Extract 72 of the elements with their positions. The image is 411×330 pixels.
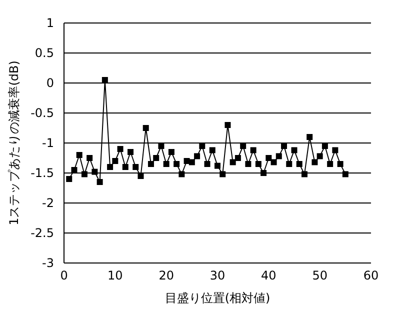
point xyxy=(142,125,149,131)
x-tick-label: 10 xyxy=(108,268,123,283)
point xyxy=(245,161,252,167)
point xyxy=(204,161,210,167)
y-tick-label: -1 xyxy=(42,136,54,150)
y-tick-label: -2 xyxy=(42,196,54,210)
y-tick-label: 1 xyxy=(46,16,54,30)
point xyxy=(168,149,174,155)
point xyxy=(327,161,334,167)
point xyxy=(132,164,139,170)
point xyxy=(301,171,308,178)
y-tick-label: 0 xyxy=(46,76,54,90)
point xyxy=(92,168,98,175)
x-tick-label: 0 xyxy=(60,268,68,283)
point xyxy=(260,170,267,176)
point xyxy=(276,153,282,160)
x-tick-label: 60 xyxy=(363,268,379,283)
point xyxy=(138,173,144,179)
point xyxy=(230,159,236,166)
point xyxy=(255,161,262,167)
point xyxy=(107,164,114,170)
point xyxy=(220,171,226,178)
point xyxy=(306,134,313,140)
point xyxy=(86,155,93,161)
point xyxy=(234,155,241,161)
point xyxy=(342,171,348,178)
point xyxy=(178,171,185,178)
point xyxy=(286,161,292,167)
point xyxy=(209,147,216,154)
y-tick-label: -0.5 xyxy=(30,106,54,120)
point xyxy=(122,164,128,170)
x-tick-label: 20 xyxy=(158,268,174,283)
point xyxy=(194,153,200,160)
x-tick-label: 30 xyxy=(210,268,226,283)
point xyxy=(102,77,108,83)
point xyxy=(117,146,124,152)
point xyxy=(128,149,134,155)
y-axis-title: 1ステップあたりの減衰率(dB) xyxy=(7,60,21,226)
point xyxy=(266,155,272,161)
x-tick-label: 40 xyxy=(261,268,276,283)
point xyxy=(240,143,246,149)
point xyxy=(332,147,338,154)
point xyxy=(163,161,170,167)
point xyxy=(71,167,78,173)
point xyxy=(224,122,231,128)
y-tick-label: -3 xyxy=(42,256,54,270)
point xyxy=(153,155,160,161)
x-tick-label: 50 xyxy=(312,268,328,283)
point xyxy=(158,143,164,149)
point xyxy=(66,176,72,182)
point xyxy=(76,152,82,158)
y-tick-label: 0.5 xyxy=(34,46,54,60)
point xyxy=(291,147,298,154)
point xyxy=(199,143,206,149)
point xyxy=(96,179,103,185)
point xyxy=(81,171,88,178)
point xyxy=(250,147,256,154)
point xyxy=(312,159,318,166)
point xyxy=(281,143,288,149)
point xyxy=(214,162,220,169)
point xyxy=(316,153,323,160)
point xyxy=(296,161,302,167)
point xyxy=(148,161,154,167)
point xyxy=(174,161,180,167)
y-tick-label: -2.5 xyxy=(30,226,54,240)
x-axis-title: 目盛り位置(相対値) xyxy=(164,291,270,305)
point xyxy=(322,143,328,149)
point xyxy=(188,159,195,166)
point xyxy=(337,161,344,167)
y-tick-label: -1.5 xyxy=(30,166,54,180)
point xyxy=(270,159,277,166)
point xyxy=(112,158,118,164)
